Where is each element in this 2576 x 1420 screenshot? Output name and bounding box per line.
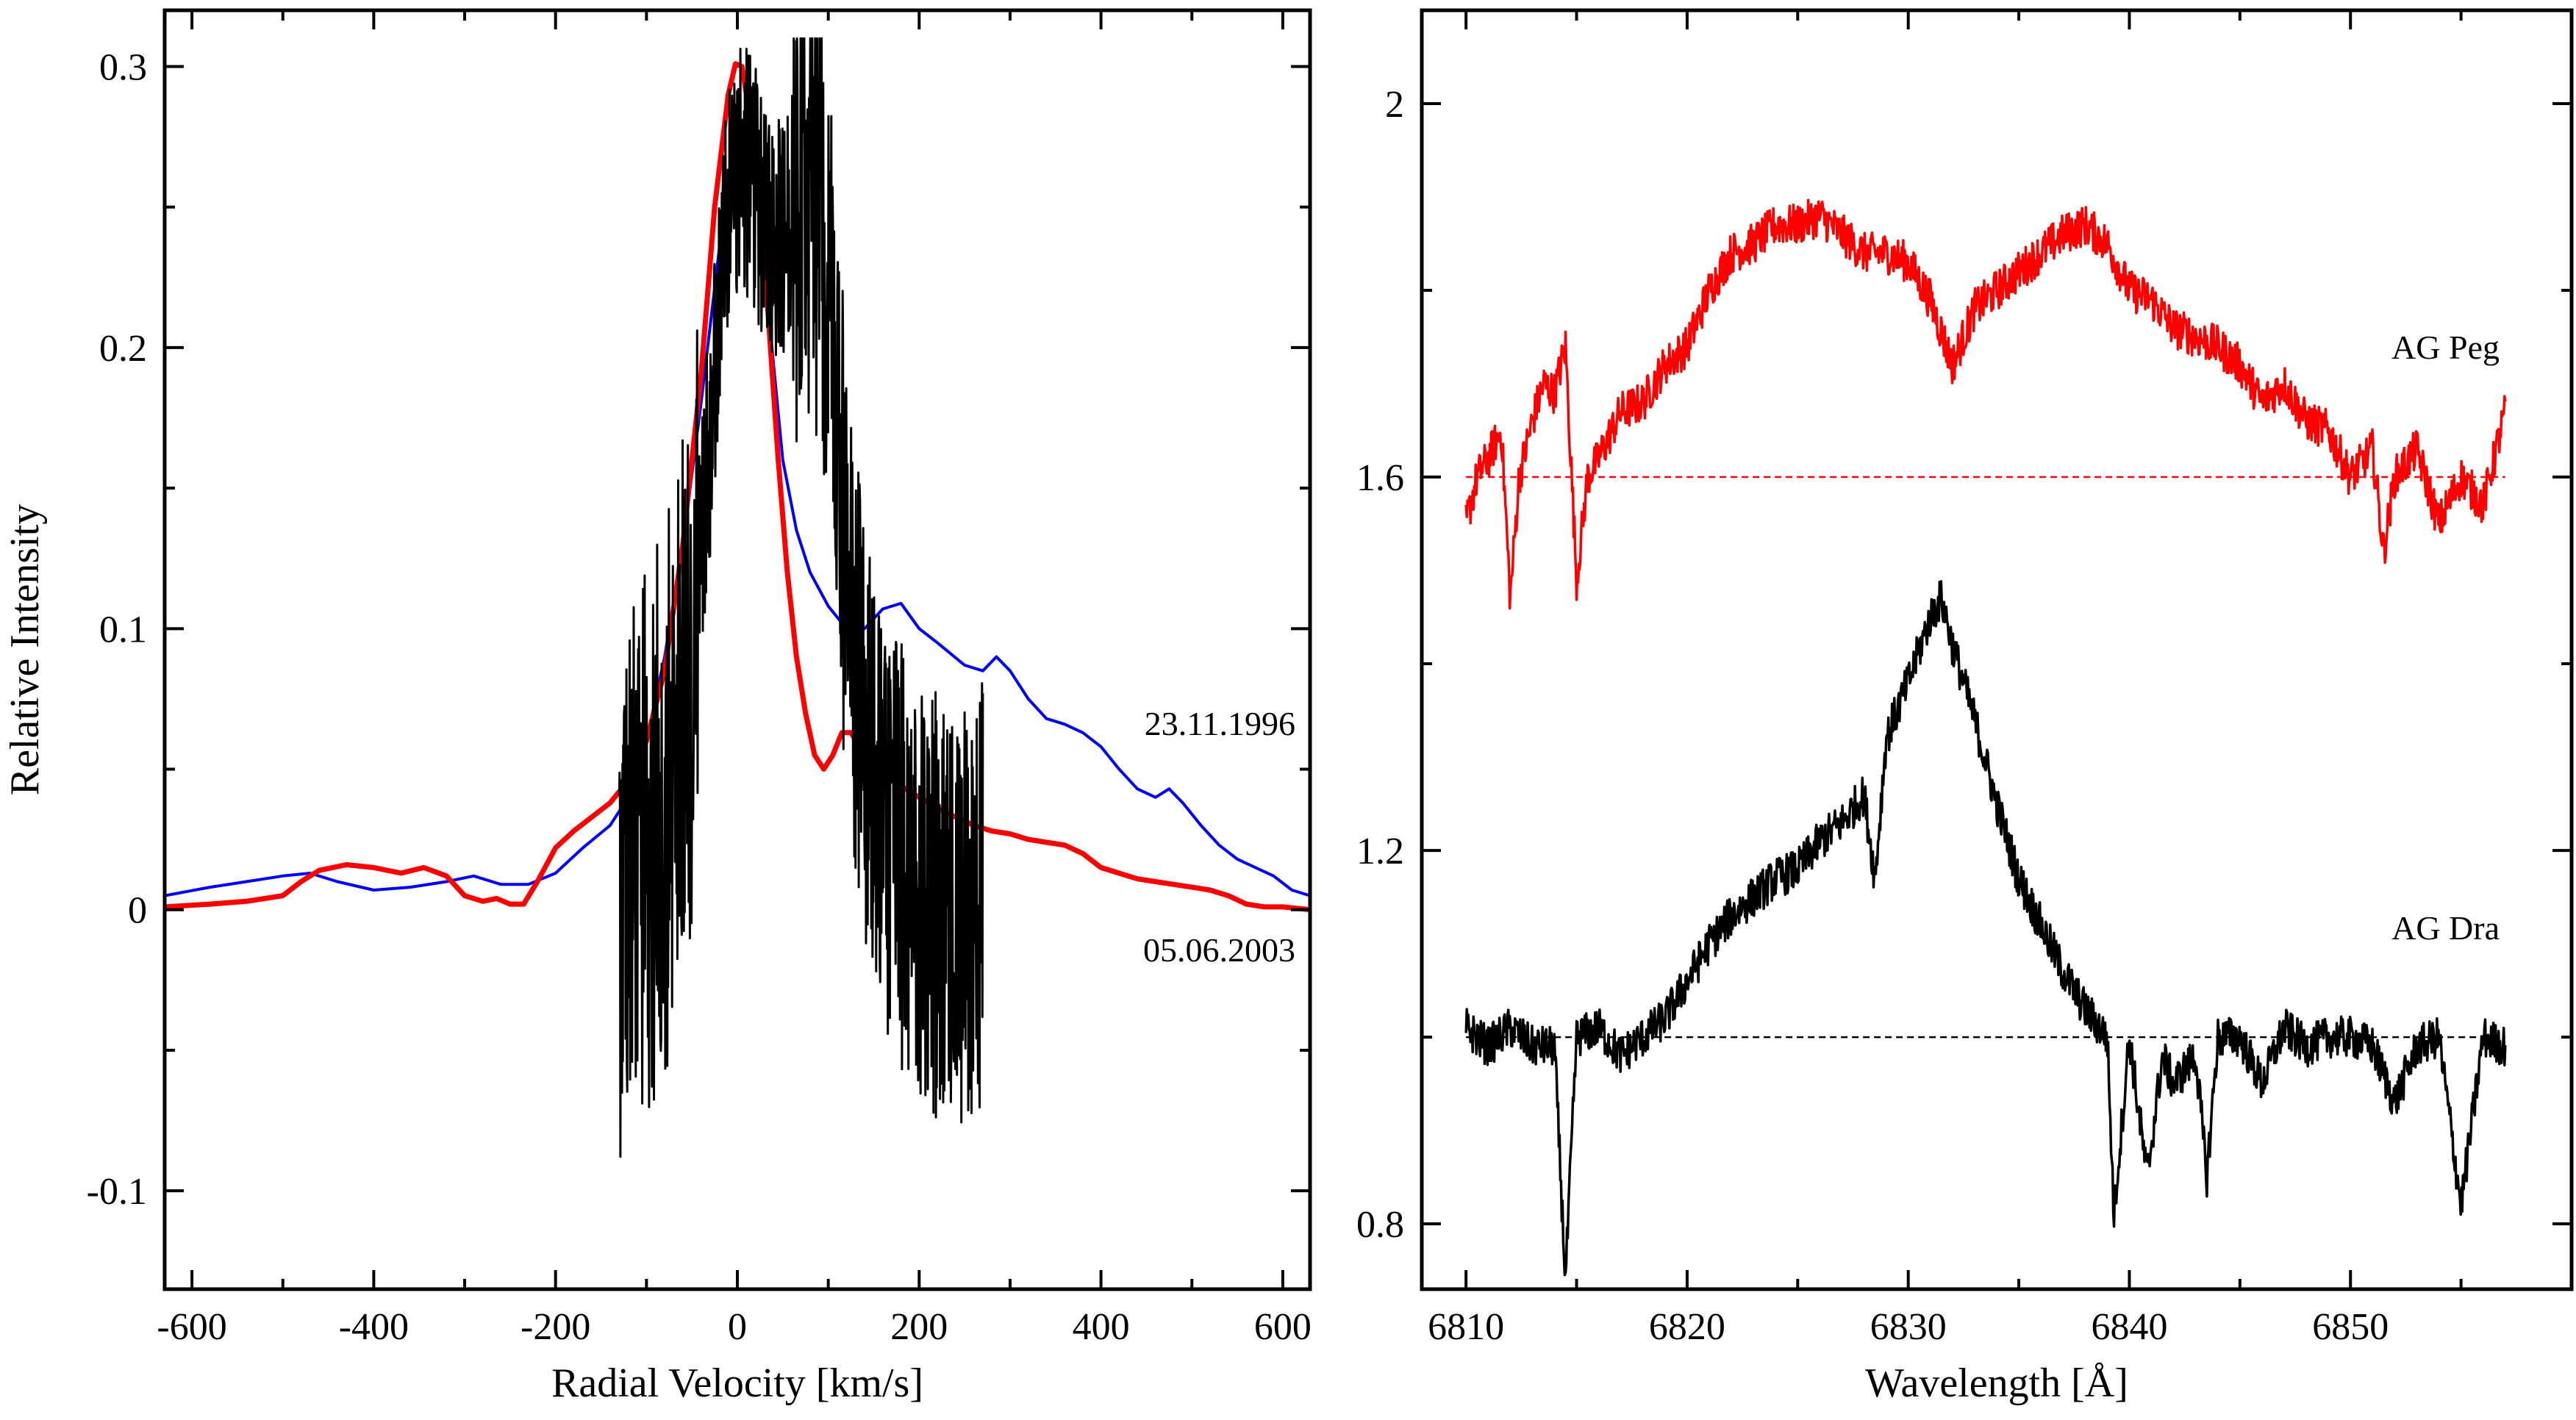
x-tick-label: 0	[728, 1306, 747, 1348]
x-tick-label: 600	[1254, 1306, 1312, 1348]
left-series-line-0	[165, 129, 1310, 897]
x-tick-label: 6850	[2312, 1306, 2389, 1348]
y-tick-label: 0	[128, 890, 147, 932]
x-tick-label: 6820	[1649, 1306, 1725, 1348]
wavelength-panel: 6810 6820 6830 6840 6850 0.8 1.2 1.6 2 Wavelengt…	[1356, 8, 2574, 1406]
x-tick-label: 6840	[2091, 1306, 2167, 1348]
y-tick-label: 0.8	[1356, 1204, 1404, 1246]
x-tick-label: 400	[1073, 1306, 1130, 1348]
left-y-axis-title: Relative Intensity	[2, 504, 48, 796]
left-x-axis-title: Radial Velocity [km/s]	[551, 1360, 923, 1406]
y-tick-label: 0.2	[99, 328, 147, 370]
right-series-line-0	[1464, 198, 2507, 610]
right-series-line-1	[1464, 580, 2507, 1277]
x-tick-label: -600	[157, 1306, 226, 1348]
x-tick-label: -400	[339, 1306, 409, 1348]
left-series-line-1	[165, 61, 1310, 913]
y-tick-label: 2	[1385, 84, 1404, 126]
y-tick-label: 0.3	[99, 46, 147, 88]
radial-velocity-panel: -600 -400 -200 0 200 400 600 -0.1 0 0.1 0.2 0.3 Rad…	[2, 8, 1312, 1406]
x-tick-label: 6830	[1870, 1306, 1947, 1348]
y-tick-label: 0.1	[99, 609, 147, 650]
right-x-axis-title: Wavelength [Å]	[1865, 1360, 2128, 1406]
annotation-ag-peg: AG Peg	[2391, 329, 2500, 366]
annotation-05-06-2003: 05.06.2003	[1143, 931, 1295, 969]
x-tick-label: 6810	[1428, 1306, 1504, 1348]
left-series-line-2	[618, 37, 984, 1158]
annotation-23-11-1996: 23.11.1996	[1145, 705, 1295, 742]
x-tick-label: 200	[890, 1306, 948, 1348]
x-tick-label: -200	[520, 1306, 590, 1348]
y-tick-label: 1.2	[1356, 831, 1404, 872]
annotation-ag-dra: AG Dra	[2391, 909, 2500, 947]
y-tick-label: -0.1	[87, 1171, 147, 1213]
right-plot-frame	[1420, 8, 2574, 1291]
y-tick-label: 1.6	[1356, 457, 1404, 499]
